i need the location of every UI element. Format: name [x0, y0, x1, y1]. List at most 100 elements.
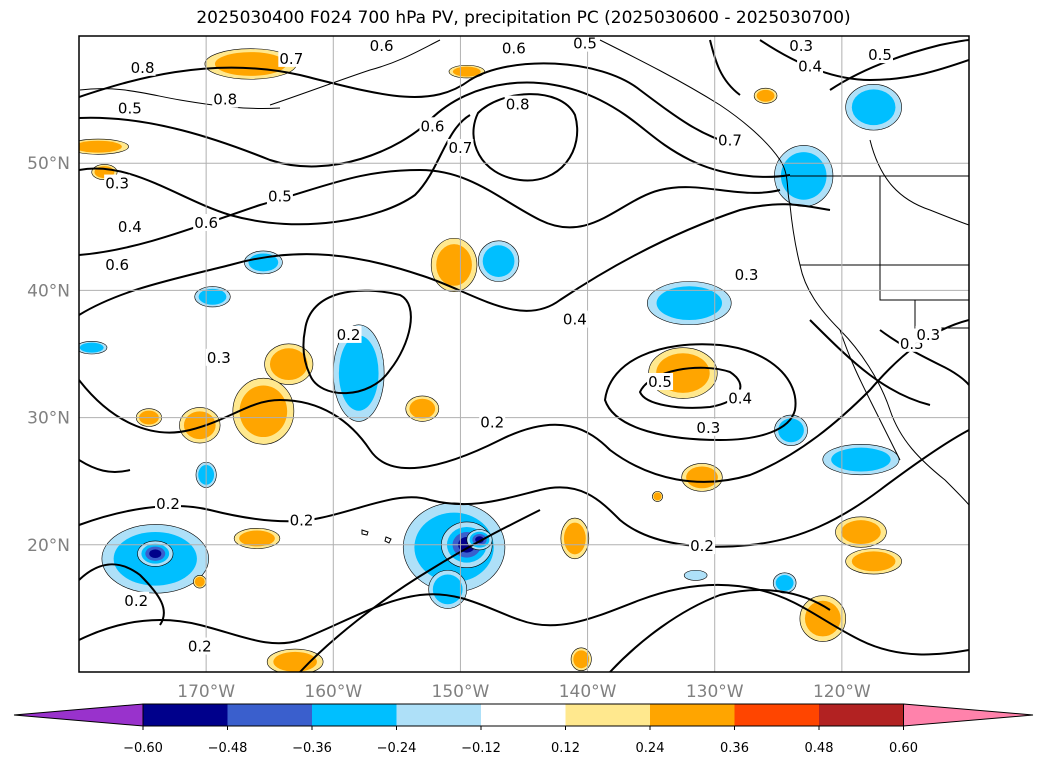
latitude-label: 40°N [27, 281, 70, 301]
pv-contour-label: 0.4 [728, 390, 752, 408]
contour-label-background [915, 325, 942, 343]
contour-label-background [368, 37, 395, 55]
pv-contour-label: 0.5 [268, 187, 292, 205]
colorbar-frame [142, 703, 904, 727]
precip-anomaly-area [79, 342, 104, 353]
coastline [599, 39, 969, 506]
contour-label-background [116, 99, 143, 117]
border-line [914, 300, 969, 329]
pv-contour-line [879, 329, 969, 386]
colorbar-tick-label: −0.48 [208, 741, 248, 756]
colorbar-bin [396, 704, 481, 726]
contour-label-background [797, 57, 824, 75]
pv-contour-label: 0.4 [118, 218, 142, 236]
precip-anomaly-area [563, 522, 586, 555]
precip-anomaly-area [269, 348, 308, 381]
colorbar: −0.60 −0.48 −0.36 −0.24 −0.12 0.12 0.24 0.36 0.4… [13, 703, 1034, 756]
contour-label-background [123, 591, 150, 609]
precip-anomaly-area [214, 52, 287, 76]
contour-label-background [129, 58, 156, 76]
pv-contour-label: 0.3 [105, 175, 129, 193]
contour-label-background [205, 348, 232, 366]
precip-anomaly-area [79, 140, 122, 153]
colorbar-tick-label: 0.24 [636, 741, 665, 756]
pv-contour-label: 0.8 [131, 59, 155, 77]
border-line [879, 176, 969, 301]
contour-label-background [788, 37, 815, 55]
precip-anomaly-area [482, 245, 515, 278]
island [384, 536, 392, 544]
pv-contour-label: 0.6 [421, 117, 445, 135]
pv-contour-line [302, 289, 412, 395]
pv-contour-label: 0.6 [502, 40, 526, 58]
contour-label-background [504, 95, 531, 113]
colorbar-tick-label: 0.12 [551, 741, 580, 756]
contour-label-background [278, 49, 305, 67]
pv-contour-line [809, 319, 931, 406]
latitude-labels: 50°N 40°N 30°N 20°N [27, 154, 70, 556]
pv-contour-label: 0.3 [207, 349, 231, 367]
contour-label-background [561, 310, 588, 328]
coastline-layer [79, 39, 969, 544]
contour-label-background [447, 138, 474, 156]
pv-contour-label: 0.5 [868, 46, 892, 64]
contour-label-background [572, 34, 599, 52]
colorbar-bin [481, 704, 566, 726]
pv-contour-label: 0.2 [188, 638, 212, 656]
latitude-label: 30°N [27, 409, 70, 429]
pv-contour-label: 0.3 [916, 326, 940, 344]
colorbar-bin [565, 704, 650, 726]
precip-anomaly-area [409, 398, 436, 419]
colorbar-bin [227, 704, 312, 726]
pv-contour-line [79, 203, 831, 316]
pv-contour-label: 0.7 [718, 131, 742, 149]
border-line [869, 139, 969, 226]
pv-contour-label: 0.5 [573, 35, 597, 53]
pv-contour-line [638, 366, 742, 409]
contour-label-background [419, 117, 446, 135]
colorbar-tick-label: 0.60 [889, 741, 918, 756]
precip-anomaly-area [653, 492, 662, 501]
alaska-coast [269, 39, 441, 106]
pv-contour-line [609, 589, 831, 672]
pv-contour-line [79, 114, 471, 226]
contour-label-background [193, 213, 220, 231]
precip-anomaly-area [573, 650, 590, 669]
longitude-label: 140°W [559, 682, 617, 702]
pv-contour-line [299, 509, 541, 672]
pv-contour-label: 0.3 [735, 266, 759, 284]
latitude-label: 50°N [27, 154, 70, 174]
pv-contour-line [79, 459, 131, 473]
colorbar-bin [734, 704, 819, 726]
contour-label-background [479, 413, 506, 431]
colorbar-tick-label: −0.36 [292, 741, 332, 756]
precip-anomaly-area [239, 530, 275, 547]
pv-contour-layer [79, 39, 969, 672]
pv-contour-line [79, 62, 736, 146]
pv-contour-line [79, 81, 791, 178]
precip-anomaly-area [452, 66, 481, 77]
pv-contour-label: 0.4 [563, 311, 587, 329]
precip-anomaly-area [686, 466, 718, 489]
precip-anomaly-area [149, 549, 162, 559]
contour-label-background [500, 39, 527, 57]
pv-contour-label: 0.4 [798, 58, 822, 76]
precip-anomaly-area [198, 288, 227, 305]
contour-label-background [186, 637, 213, 655]
contour-label-background [695, 418, 722, 436]
precip-anomaly-area [656, 286, 723, 320]
pv-contour-label: 0.5 [648, 373, 672, 391]
precip-anomaly-area [851, 551, 896, 572]
colorbar-max-extend [903, 703, 1034, 727]
colorbar-tick-label: −0.12 [461, 741, 501, 756]
colorbar-tick-label: −0.60 [123, 741, 163, 756]
precip-anomaly-area [778, 418, 804, 443]
pv-contour-label: 0.3 [696, 419, 720, 437]
figure-title: 2025030400 F024 700 hPa PV, precipitatio… [196, 8, 851, 28]
colorbar-tick-label: −0.24 [377, 741, 417, 756]
coastline [839, 329, 901, 461]
contour-label-layer: 0.8 0.70.6 0.6 0.5 0.30.40.50.80.50.60.70.80… [104, 34, 942, 656]
precip-anomaly-area [338, 335, 379, 411]
longitude-label: 120°W [813, 682, 871, 702]
